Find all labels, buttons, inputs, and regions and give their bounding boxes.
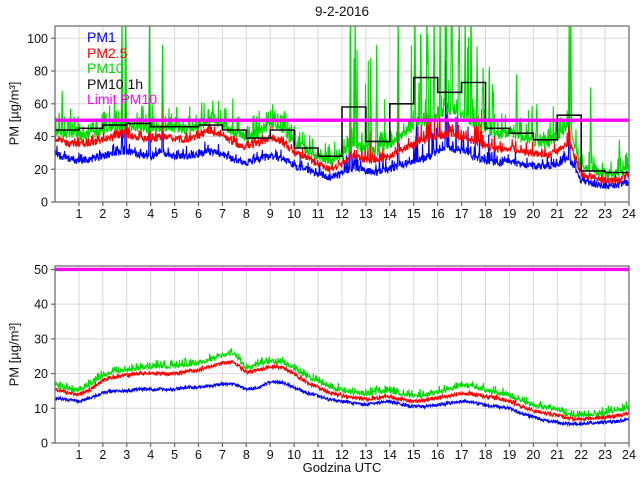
legend-item-pm10: PM10 xyxy=(87,60,124,76)
y-tick-label: 40 xyxy=(34,298,48,312)
x-tick-label: 14 xyxy=(383,207,397,221)
x-tick-label: 3 xyxy=(123,207,130,221)
x-tick-label: 5 xyxy=(171,207,178,221)
legend: PM1 PM2.5 PM10 PM10 1h Limit PM10 xyxy=(87,29,158,108)
x-tick-label: 20 xyxy=(526,448,540,462)
x-tick-label: 4 xyxy=(147,448,154,462)
x-tick-label: 7 xyxy=(219,448,226,462)
legend-item-pm2-5: PM2.5 xyxy=(87,44,128,61)
x-tick-label: 15 xyxy=(407,207,421,221)
y-tick-label: 100 xyxy=(27,32,48,46)
x-tick-label: 8 xyxy=(243,448,250,462)
y-tick-label: 0 xyxy=(41,196,48,210)
x-tick-label: 17 xyxy=(455,448,469,462)
x-tick-label: 17 xyxy=(455,207,469,221)
y-tick-label: 20 xyxy=(34,367,48,381)
y-tick-label: 0 xyxy=(41,437,48,451)
x-tick-label: 24 xyxy=(622,207,636,221)
x-tick-label: 24 xyxy=(622,448,636,462)
x-tick-label: 11 xyxy=(312,448,325,462)
bottom-chart: 1 2 3 4 5 6 7 8 9 10 11 12 13 14 15 16 17 18 19 20 21 22 23 240… xyxy=(34,263,636,462)
top-chart-y-axis-label: PM [µg/m³] xyxy=(6,81,22,146)
x-tick-label: 3 xyxy=(123,448,130,462)
x-tick-label: 12 xyxy=(335,207,349,221)
x-tick-label: 20 xyxy=(526,207,540,221)
x-tick-label: 22 xyxy=(574,207,588,221)
x-tick-label: 22 xyxy=(574,448,588,462)
y-tick-label: 40 xyxy=(34,130,48,144)
x-tick-label: 4 xyxy=(147,207,154,221)
legend-item-pm1: PM1 xyxy=(87,29,116,45)
figure-title: 9-2-2016 xyxy=(314,4,370,19)
x-tick-label: 21 xyxy=(550,207,564,221)
x-tick-label: 13 xyxy=(359,448,373,462)
x-tick-label: 7 xyxy=(219,207,226,221)
series-pm1 xyxy=(55,379,629,428)
x-tick-label: 15 xyxy=(407,448,421,462)
y-tick-label: 30 xyxy=(34,332,48,346)
series-pm2-5 xyxy=(55,359,629,423)
plot-area xyxy=(55,267,629,428)
bottom-chart-y-axis-label: PM [µg/m³] xyxy=(6,322,22,387)
x-tick-label: 18 xyxy=(479,207,493,221)
y-tick-label: 80 xyxy=(34,65,48,79)
x-tick-label: 21 xyxy=(550,448,564,462)
x-tick-label: 19 xyxy=(502,207,516,221)
x-tick-label: 14 xyxy=(383,448,397,462)
x-tick-label: 11 xyxy=(312,207,325,221)
legend-item-pm10-1h: PM10 1h xyxy=(87,75,144,92)
series-pm1 xyxy=(55,33,629,190)
x-tick-label: 1 xyxy=(75,448,82,462)
x-tick-label: 2 xyxy=(99,207,106,221)
y-tick-label: 10 xyxy=(34,402,48,416)
x-tick-label: 10 xyxy=(287,207,301,221)
x-tick-label: 6 xyxy=(195,207,202,221)
x-tick-label: 23 xyxy=(598,207,612,221)
x-tick-label: 18 xyxy=(479,448,493,462)
x-tick-label: 1 xyxy=(75,207,82,221)
y-tick-label: 20 xyxy=(34,163,48,177)
y-tick-label: 60 xyxy=(34,97,48,111)
x-tick-label: 6 xyxy=(195,448,202,462)
x-tick-label: 16 xyxy=(431,207,445,221)
series-pm2-5 xyxy=(55,51,629,186)
x-tick-label: 16 xyxy=(431,448,445,462)
x-tick-label: 9 xyxy=(267,207,274,221)
x-tick-label: 2 xyxy=(99,448,106,462)
series-pm10 xyxy=(55,347,629,419)
x-tick-label: 10 xyxy=(287,448,301,462)
y-tick-label: 50 xyxy=(34,263,48,277)
x-axis-label: Godzina UTC xyxy=(302,460,382,475)
x-tick-label: 8 xyxy=(243,207,250,221)
x-tick-label: 12 xyxy=(335,448,349,462)
x-tick-label: 13 xyxy=(359,207,373,221)
plot-area xyxy=(55,26,629,190)
x-tick-label: 23 xyxy=(598,448,612,462)
series-pm10-1h-step xyxy=(55,76,629,174)
x-tick-label: 19 xyxy=(502,448,516,462)
top-chart: 1 2 3 4 5 6 7 8 9 10 11 12 13 14 15 16 17 18 19 20 21 22 23 240… xyxy=(27,25,636,221)
x-tick-label: 9 xyxy=(267,448,274,462)
x-tick-label: 5 xyxy=(171,448,178,462)
legend-item-limit-pm10: Limit PM10 xyxy=(87,91,158,107)
